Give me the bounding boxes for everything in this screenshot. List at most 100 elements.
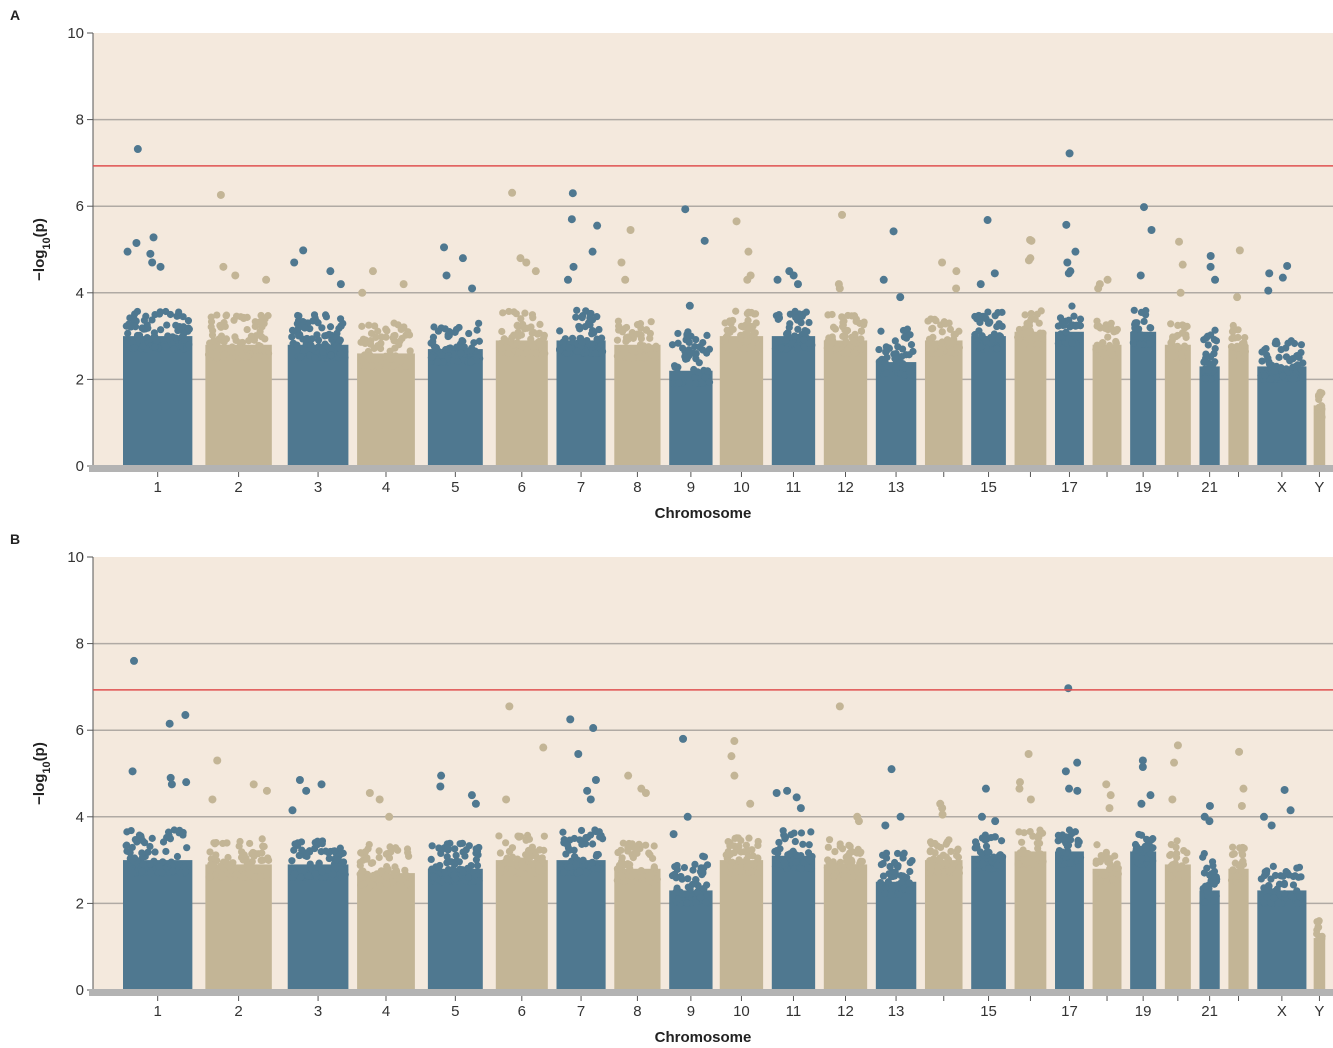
- snp-point: [982, 337, 990, 345]
- snp-point: [1056, 332, 1065, 340]
- chromosome-20-density: [1164, 344, 1191, 466]
- snp-point: [645, 849, 653, 857]
- snp-point: [1298, 374, 1306, 382]
- snp-point: [1235, 862, 1243, 870]
- snp-point: [643, 345, 651, 353]
- snp-point: [1279, 372, 1287, 380]
- snp-top-point: [730, 771, 739, 780]
- snp-point: [250, 873, 259, 881]
- snp-point: [318, 868, 326, 876]
- snp-point: [1063, 842, 1071, 851]
- snp-point: [927, 864, 935, 872]
- snp-point: [857, 345, 865, 353]
- snp-top-point: [835, 284, 844, 293]
- x-tick-label: 13: [888, 479, 905, 496]
- snp-point: [556, 346, 564, 355]
- y-tick-label: 6: [76, 722, 84, 739]
- snp-top-point: [789, 271, 798, 280]
- snp-point: [875, 358, 883, 366]
- snp-point: [532, 853, 541, 861]
- snp-point: [207, 860, 215, 869]
- x-tick-label: 19: [1135, 1003, 1152, 1020]
- snp-point: [444, 332, 452, 341]
- snp-point: [397, 325, 405, 334]
- snp-point: [376, 882, 384, 890]
- snp-point: [694, 368, 702, 376]
- snp-point: [210, 337, 218, 345]
- snp-top-point: [626, 226, 635, 235]
- snp-top-point: [1280, 785, 1289, 794]
- snp-point: [1101, 871, 1109, 879]
- snp-point: [1149, 844, 1157, 852]
- snp-point: [1066, 859, 1074, 867]
- snp-point: [936, 854, 944, 862]
- snp-top-point: [727, 752, 736, 761]
- snp-point: [1229, 321, 1237, 330]
- snp-point: [882, 369, 890, 377]
- chromosome-2-density: [205, 864, 272, 990]
- snp-point: [1229, 354, 1237, 362]
- snp-point: [973, 844, 981, 852]
- snp-point: [900, 333, 909, 341]
- snp-point: [842, 853, 850, 861]
- snp-point: [838, 313, 846, 321]
- snp-point: [336, 350, 345, 358]
- snp-point: [288, 857, 296, 865]
- x-tick-label: 3: [314, 1003, 322, 1020]
- snp-point: [1114, 864, 1122, 872]
- snp-point: [1167, 320, 1175, 328]
- snp-top-point: [977, 812, 986, 821]
- snp-top-point: [700, 236, 709, 245]
- snp-point: [122, 842, 130, 850]
- snp-point: [173, 852, 182, 861]
- x-tick-label: 1: [154, 479, 162, 496]
- snp-top-point: [1094, 284, 1103, 293]
- snp-point: [563, 841, 572, 849]
- snp-point: [977, 343, 985, 351]
- snp-point: [637, 866, 645, 875]
- snp-point: [1014, 860, 1022, 868]
- snp-top-point: [1170, 758, 1179, 767]
- snp-point: [1018, 838, 1026, 846]
- snp-point: [906, 331, 914, 339]
- snp-point: [1029, 860, 1038, 868]
- snp-point: [998, 853, 1007, 861]
- snp-point: [652, 342, 660, 350]
- snp-point: [1020, 856, 1028, 864]
- snp-point: [1289, 881, 1298, 889]
- snp-point: [540, 832, 548, 840]
- snp-point: [1260, 898, 1268, 906]
- snp-point: [704, 367, 712, 375]
- snp-point: [532, 349, 540, 357]
- snp-point: [239, 850, 247, 859]
- snp-point: [427, 339, 435, 347]
- snp-top-point: [249, 780, 258, 789]
- snp-point: [905, 879, 913, 887]
- snp-point: [130, 854, 139, 862]
- snp-point: [232, 870, 240, 879]
- snp-point: [898, 352, 906, 361]
- snp-top-point: [1024, 256, 1033, 265]
- snp-point: [208, 350, 216, 358]
- snp-top-point: [1265, 269, 1274, 278]
- snp-point: [1209, 862, 1217, 870]
- snp-point: [990, 853, 998, 861]
- snp-point: [1210, 366, 1218, 375]
- x-tick-label: 9: [687, 479, 695, 496]
- chromosome-7-density: [556, 340, 606, 466]
- snp-point: [680, 863, 689, 872]
- snp-point: [293, 320, 301, 328]
- snp-point: [513, 321, 521, 329]
- snp-top-point: [1286, 806, 1295, 815]
- snp-point: [384, 865, 392, 873]
- snp-point: [538, 341, 546, 349]
- snp-point: [1239, 877, 1248, 886]
- snp-point: [1020, 850, 1028, 858]
- chromosome-10-points: [719, 217, 764, 466]
- x-tick-label: 6: [518, 479, 526, 496]
- snp-point: [1074, 841, 1082, 849]
- snp-point: [506, 847, 514, 855]
- snp-point: [427, 353, 435, 362]
- x-tick-label: 4: [382, 479, 390, 496]
- snp-point: [522, 835, 530, 844]
